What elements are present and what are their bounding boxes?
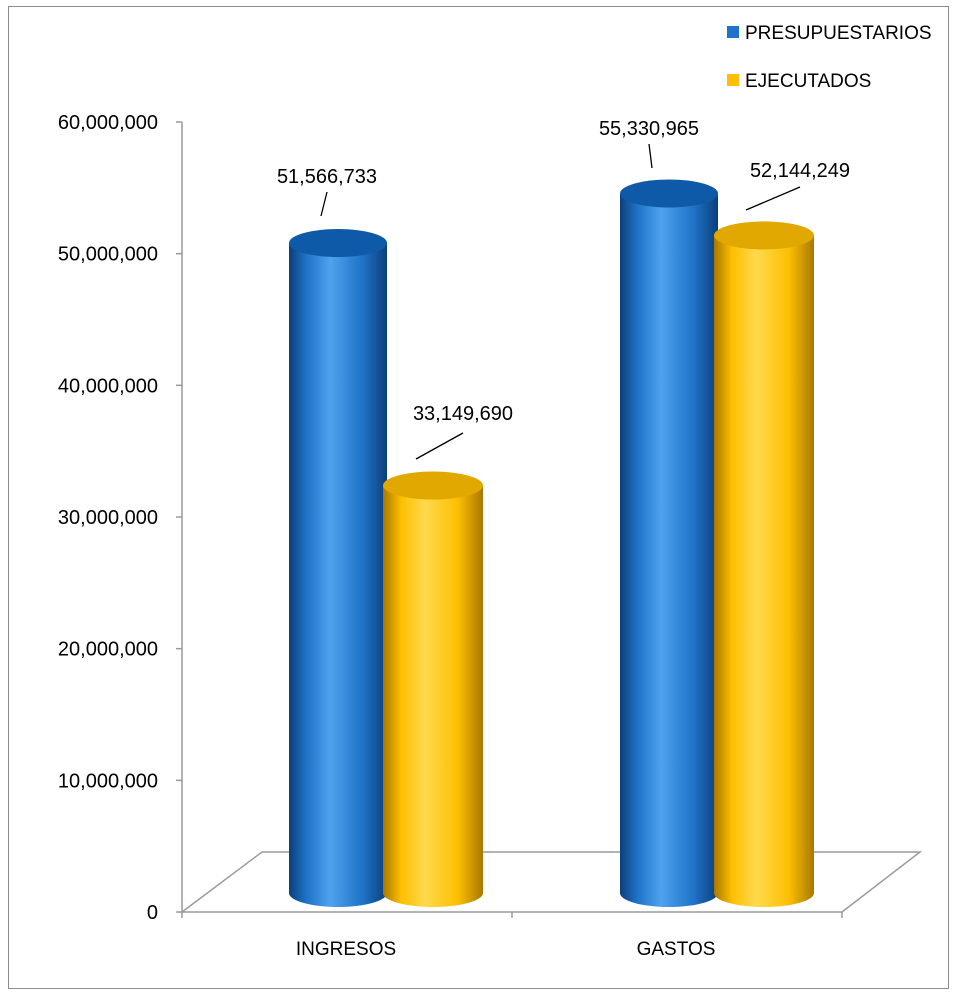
legend-swatch-presupuestarios [727,26,739,38]
y-tick-label-4: 40,000,000 [58,375,158,397]
leader-line-3 [745,186,801,211]
y-tick-label-3: 30,000,000 [58,507,158,529]
bar-presupuestarios-ingresos [289,229,387,907]
y-tick-label-2: 20,000,000 [58,639,158,661]
legend: PRESUPUESTARIOS EJECUTADOS [727,23,932,92]
data-label-presupuestarios-gastos: 55,330,965 [599,118,699,140]
bar-body-ejecutados-gastos [714,235,814,907]
legend-label-ejecutados: EJECUTADOS [745,71,871,92]
data-labels: 51,566,733 33,149,690 55,330,965 52,144,… [277,118,850,460]
chart-floor [179,851,923,913]
bar-top-ejecutados-gastos [714,221,814,250]
y-axis-ticks: 0 10,000,000 20,000,000 30,000,000 40,000,00… [58,112,182,924]
x-axis-ticks [181,912,843,918]
leader-line-2 [648,143,653,169]
data-label-presupuestarios-ingresos: 51,566,733 [277,166,377,188]
category-label-ingresos: INGRESOS [296,939,396,960]
data-label-ejecutados-ingresos: 33,149,690 [413,403,513,425]
y-tick-label-6: 60,000,000 [58,112,158,134]
legend-swatch-ejecutados [727,74,739,86]
y-tick-label-1: 10,000,000 [58,770,158,792]
bar-ejecutados-gastos [714,221,814,907]
bar-body-presupuestarios-gastos [620,193,718,907]
bar-top-ejecutados-ingresos [383,471,483,500]
bar-top-presupuestarios-ingresos [289,229,387,258]
bar-body-presupuestarios-ingresos [289,243,387,907]
bar-ejecutados-ingresos [383,471,483,907]
y-tick-label-0: 0 [147,902,158,924]
leader-line-0 [320,191,328,217]
bar-body-ejecutados-ingresos [383,485,483,907]
category-label-gastos: GASTOS [637,939,716,960]
y-tick-label-5: 50,000,000 [58,244,158,266]
leader-line-1 [415,432,464,460]
bar-presupuestarios-gastos [620,179,718,907]
bar-series [289,179,814,907]
data-label-ejecutados-gastos: 52,144,249 [750,160,850,182]
legend-label-presupuestarios: PRESUPUESTARIOS [745,23,932,44]
bar-top-presupuestarios-gastos [620,179,718,208]
